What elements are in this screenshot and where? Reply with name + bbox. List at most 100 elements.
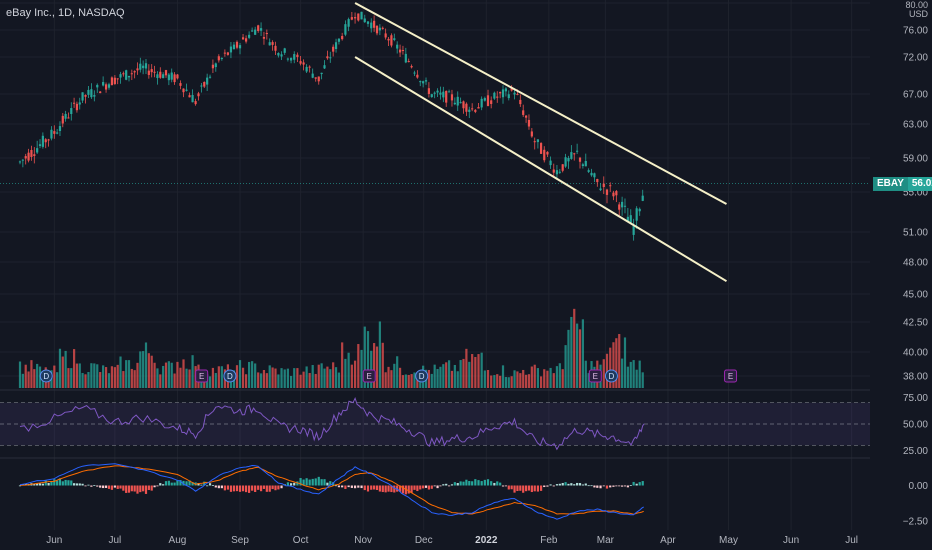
candle-body [513, 92, 516, 95]
last-price-badge[interactable]: EBAY 56.02 [873, 177, 932, 191]
macd-histogram-bar [139, 485, 142, 493]
candle-body [67, 117, 70, 119]
candle-body [486, 95, 490, 106]
dividend-marker-circle[interactable] [415, 369, 429, 383]
volume-bar [18, 361, 22, 388]
volume-bar [280, 368, 283, 388]
event-marker[interactable]: E [724, 369, 738, 383]
dividend-marker-circle[interactable] [604, 369, 618, 383]
candle-body [350, 17, 353, 20]
volume-bar [416, 375, 419, 388]
macd-histogram-bar [530, 485, 533, 493]
channel-line[interactable] [354, 56, 728, 283]
candle-body [581, 164, 584, 167]
macd-histogram-bar [427, 485, 431, 490]
earnings-marker-box[interactable] [724, 369, 738, 383]
event-marker-label: E [367, 372, 372, 381]
price-channel[interactable] [354, 2, 728, 283]
event-marker[interactable]: D [39, 369, 53, 383]
volume-bar [366, 331, 370, 388]
macd-histogram-bar [119, 485, 122, 489]
event-marker[interactable]: D [415, 369, 429, 383]
dividend-marker-circle[interactable] [223, 369, 237, 383]
candle-body [30, 149, 33, 157]
volume-bar [162, 365, 165, 388]
event-marker[interactable]: D [223, 369, 237, 383]
macd-histogram-bar [271, 485, 274, 490]
channel-line[interactable] [354, 2, 727, 205]
volume-bar [530, 366, 533, 388]
candle-body [78, 102, 81, 105]
dividend-marker-circle[interactable] [39, 369, 53, 383]
candle-body [162, 74, 165, 79]
event-marker[interactable]: E [588, 369, 602, 383]
candle-body [229, 46, 233, 53]
volume-bar [410, 374, 413, 388]
volume-bar [404, 374, 407, 388]
candle-body [211, 64, 215, 69]
time-axis[interactable]: Jun Jul Aug Sep Oct Nov Dec 2022 Feb Mar Apr May Jun… [46, 535, 858, 546]
candle-body [235, 41, 239, 48]
volume-bar [462, 358, 465, 388]
volume-bar [490, 375, 493, 388]
macd-histogram-bar [159, 483, 162, 486]
event-marker[interactable]: D [604, 369, 618, 383]
candle-body [530, 131, 533, 137]
earnings-marker-box[interactable] [362, 369, 376, 383]
macd-histogram-bar [442, 484, 445, 486]
macd-histogram-bar [173, 482, 176, 486]
macd-histogram-bar [254, 485, 257, 493]
volume-bar [341, 342, 344, 388]
earnings-marker-box[interactable] [195, 369, 209, 383]
event-marker[interactable]: E [362, 369, 376, 383]
event-marker[interactable]: E [195, 369, 209, 383]
macd-histogram-bar [314, 478, 317, 486]
macd-histogram-bar [72, 483, 76, 486]
volume-bar [102, 365, 105, 388]
candle-body [139, 63, 142, 70]
candle-body [499, 92, 502, 94]
volume-bar [208, 376, 212, 388]
macd-histogram-bar [635, 483, 638, 486]
volume-bar [390, 370, 393, 388]
macd-histogram-bar [90, 485, 93, 487]
macd-histogram-bar [416, 485, 419, 492]
macd-histogram-bar [317, 476, 320, 486]
candle-body [398, 49, 402, 53]
macd-histogram-bar [223, 485, 226, 491]
time-tick-label: Mar [597, 535, 615, 546]
candle-body [344, 24, 347, 35]
volume-bar [75, 363, 79, 388]
candle-body [232, 44, 236, 50]
macd-histogram-bar [286, 482, 289, 486]
candle-body [638, 208, 641, 212]
candle-body [188, 95, 191, 98]
macd-histogram-bar [305, 478, 308, 486]
volume-bar [286, 368, 289, 388]
macd-histogram-bar [381, 485, 384, 493]
volume-bar [524, 374, 528, 388]
price-axis[interactable]: 38.00 40.00 42.50 45.00 48.00 51.00 55.00 59.00… [870, 0, 932, 550]
volume-bar [30, 360, 33, 388]
volume-bar [546, 370, 549, 388]
macd-histogram-bar [93, 485, 96, 486]
candle-body [277, 53, 280, 56]
volume-bar [360, 349, 363, 388]
candle-body [462, 101, 465, 109]
macd-histogram-bar [176, 480, 179, 486]
candle-body [496, 96, 499, 98]
candle-body [533, 141, 536, 143]
volume-bar [176, 361, 179, 388]
macd-histogram-bar [350, 485, 353, 488]
macd-histogram-bar [84, 485, 87, 487]
earnings-marker-box[interactable] [588, 369, 602, 383]
macd-histogram-bar [626, 485, 629, 488]
macd-histogram-bar [323, 479, 326, 486]
rsi-tick-label: 50.00 [903, 420, 928, 431]
macd-histogram-bar [36, 482, 39, 486]
candle-body [206, 77, 209, 85]
candle-body [286, 58, 289, 60]
candle-body [61, 115, 64, 124]
